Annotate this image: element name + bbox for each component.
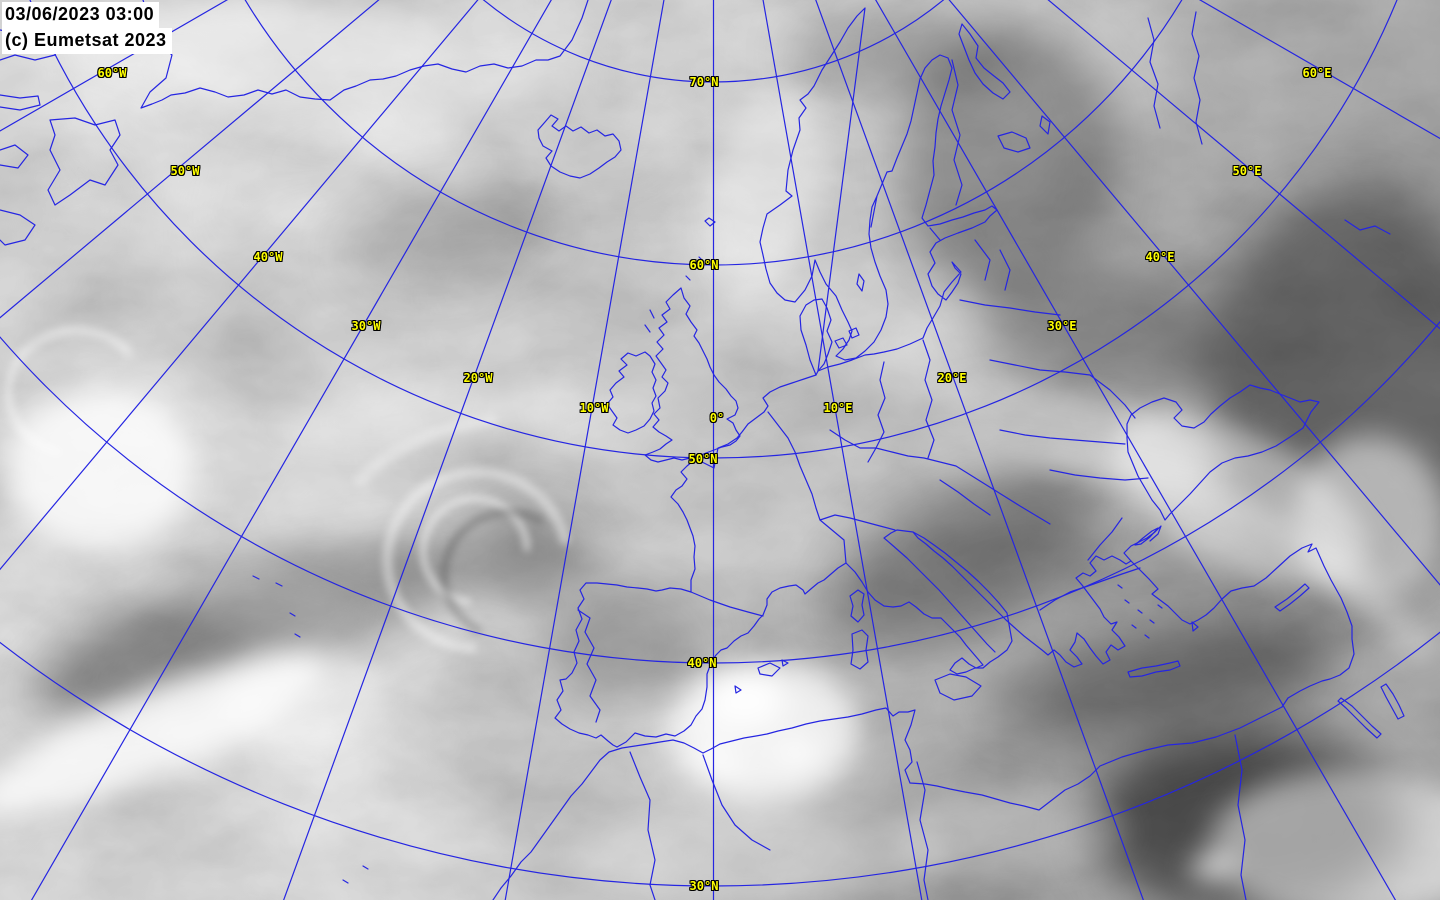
coast-adriatic-greece [912, 525, 1162, 668]
coast-gotland-lakes [856, 115, 1051, 292]
coast-great-britain [644, 256, 741, 463]
coast-north-africa [492, 706, 1283, 900]
coast-ireland [606, 351, 657, 434]
coast-red-sea-gulfs [1337, 683, 1405, 739]
image-annotation: 03/06/2023 03:00 (c) Eumetsat 2023 [2, 2, 172, 54]
borders-europe [577, 59, 1149, 723]
coast-med-islands [734, 583, 1310, 701]
cyclone-swirls [3, 325, 1433, 663]
parallel-circle [244, 0, 1183, 266]
copyright-text: (c) Eumetsat 2023 [2, 28, 172, 54]
coast-turkey-levant [1130, 543, 1355, 708]
parallel-circle [29, 0, 1398, 459]
coastlines [0, 0, 1405, 900]
coast-mediterranean-north [616, 529, 1013, 748]
coast-scandinavia-baltic [759, 7, 998, 372]
parallel-circle [0, 320, 1440, 664]
coast-aegean-islands [1117, 584, 1163, 639]
coast-white-sea [958, 23, 1011, 100]
coast-west-europe [554, 374, 817, 748]
borders-africa [629, 734, 1247, 900]
rivers-russia [1147, 11, 1391, 235]
coast-black-sea [1126, 384, 1320, 546]
coast-denmark [799, 298, 860, 376]
coast-atlantic-islands [252, 575, 369, 884]
coast-greenland [140, 0, 589, 109]
timestamp-text: 03/06/2023 03:00 [2, 2, 160, 28]
coast-iceland [537, 114, 716, 227]
parallel-circle [482, 0, 945, 83]
